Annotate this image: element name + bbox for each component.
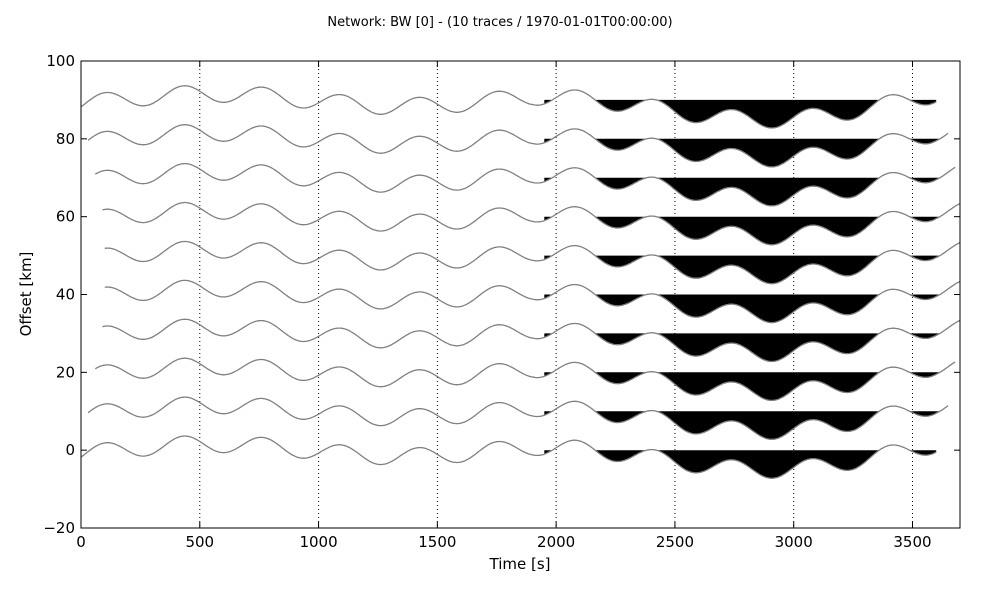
y-axis-label: Offset [km] (17, 252, 35, 337)
trace-line (87, 124, 949, 168)
y-tick-label: 20 (56, 363, 75, 381)
x-axis-label: Time [s] (489, 555, 551, 573)
y-tick-label: 0 (65, 441, 75, 459)
trace-fill (544, 450, 937, 479)
trace-60 (102, 201, 961, 246)
trace-line (87, 396, 949, 440)
x-tick-label: 0 (76, 533, 86, 551)
x-tick-label: 3500 (893, 533, 931, 551)
x-tick-label: 1000 (299, 533, 337, 551)
x-tick-label: 2500 (656, 533, 694, 551)
trace-30 (102, 318, 961, 363)
trace-0 (80, 435, 937, 479)
trace-90 (80, 85, 937, 129)
y-tick-label: 60 (56, 208, 75, 226)
y-tick-label: 40 (56, 286, 75, 304)
trace-20 (94, 357, 956, 402)
trace-fill (544, 294, 960, 323)
y-tick-label: 100 (46, 52, 75, 70)
trace-fill (544, 333, 960, 362)
trace-50 (104, 240, 961, 285)
y-tick-label: −20 (43, 519, 75, 537)
trace-layer (80, 85, 961, 479)
trace-line (80, 85, 937, 129)
trace-line (104, 240, 961, 285)
x-tick-label: 3000 (775, 533, 813, 551)
x-tick-label: 500 (185, 533, 214, 551)
trace-fill (544, 216, 960, 245)
trace-10 (87, 396, 949, 440)
trace-fill (544, 411, 949, 440)
x-axis: 0 500 1000 1500 2000 2500 3000 3500 (76, 61, 932, 551)
trace-fill (544, 372, 956, 401)
trace-line (94, 357, 956, 402)
trace-line (104, 279, 961, 324)
trace-fill (544, 255, 960, 284)
trace-line (102, 318, 961, 363)
trace-fill (544, 138, 949, 167)
x-tick-label: 1500 (418, 533, 456, 551)
trace-40 (104, 279, 961, 324)
x-tick-label: 2000 (537, 533, 575, 551)
trace-line (80, 435, 937, 479)
trace-line (94, 162, 956, 207)
trace-70 (94, 162, 956, 207)
trace-fill (544, 99, 937, 128)
trace-line (102, 201, 961, 246)
trace-80 (87, 124, 949, 168)
trace-fill (544, 177, 956, 206)
y-tick-label: 80 (56, 130, 75, 148)
y-axis: −20 0 20 40 60 80 100 (43, 52, 960, 537)
chart-title: Network: BW [0] - (10 traces / 1970-01-0… (327, 15, 672, 30)
